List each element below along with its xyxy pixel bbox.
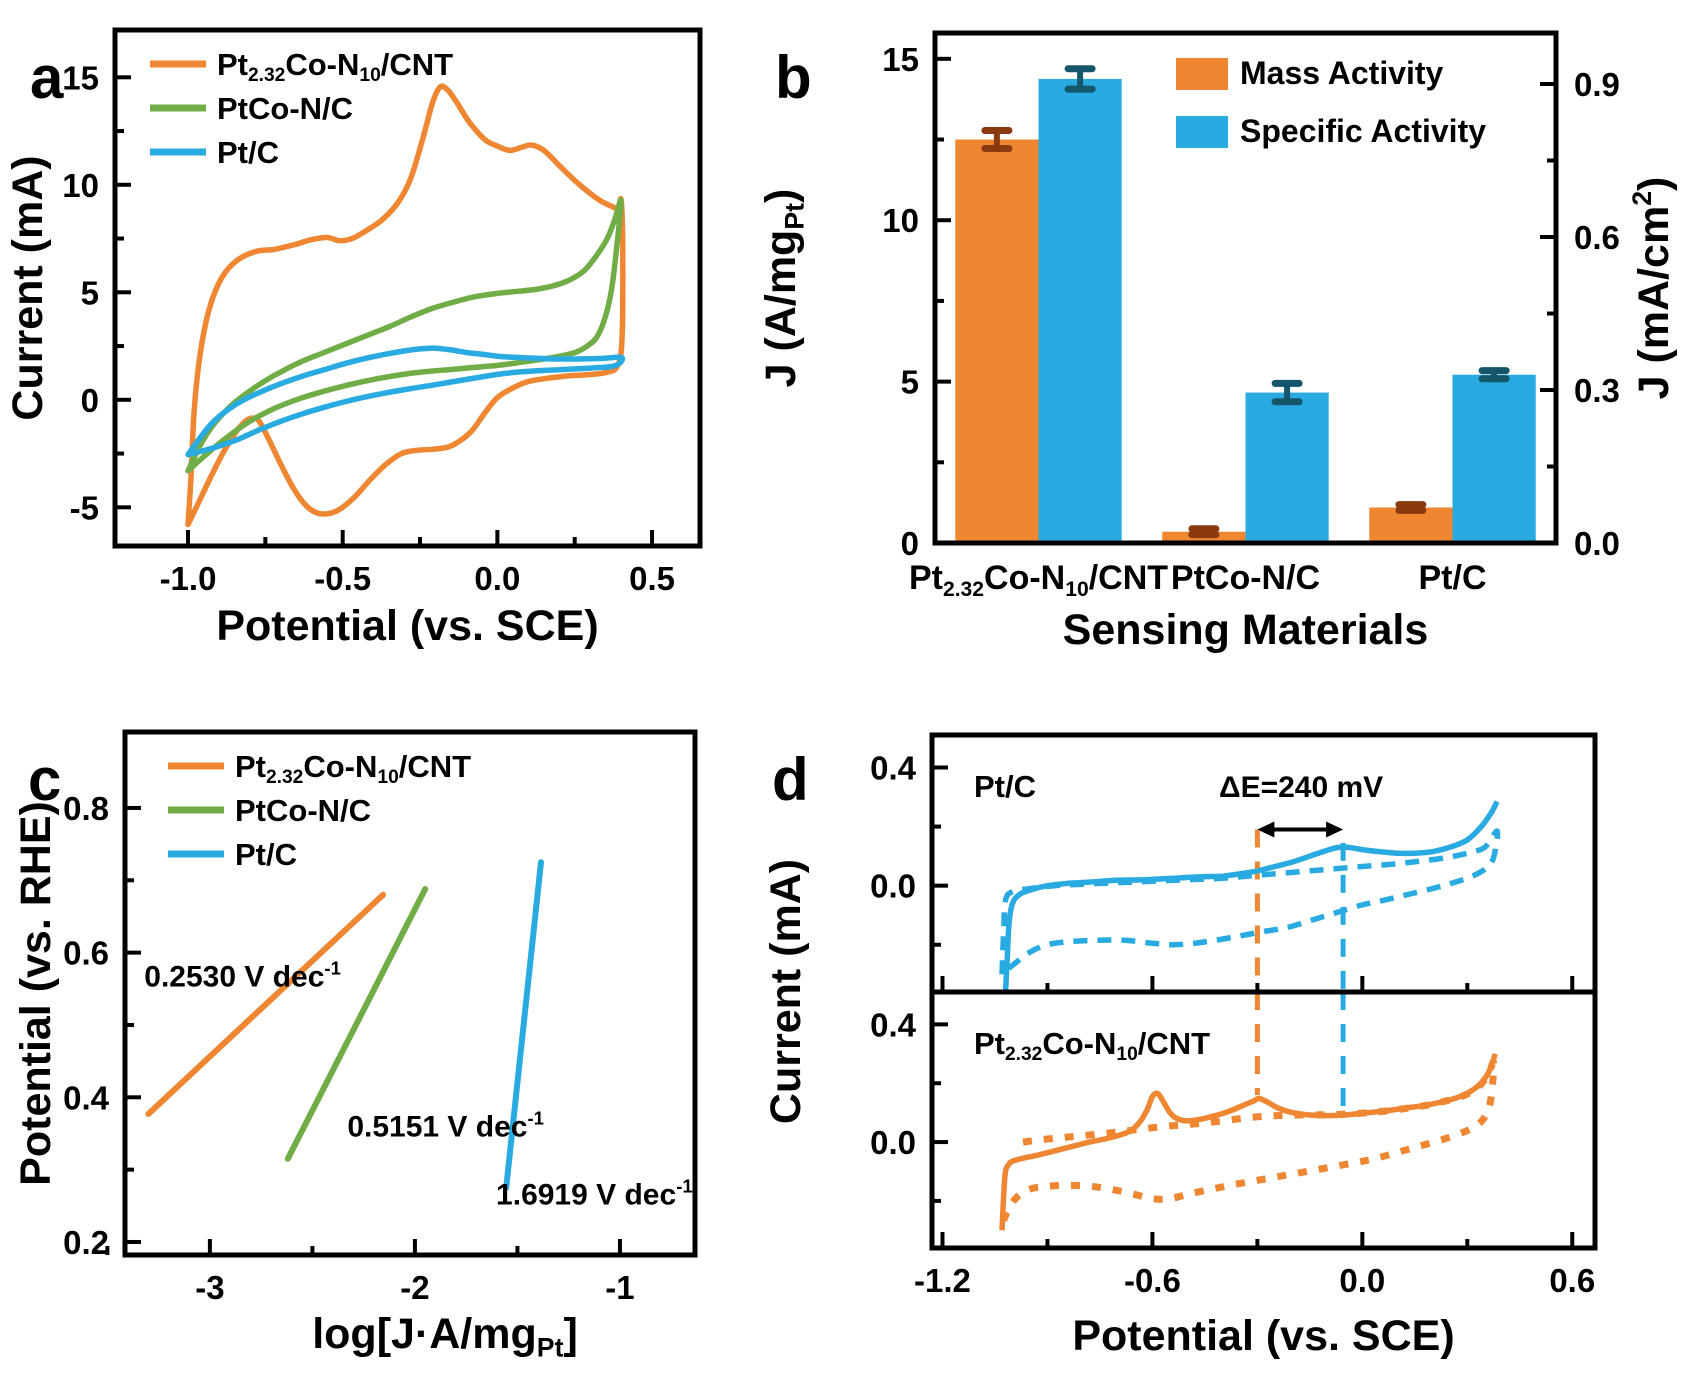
- tick-label: -0.5: [314, 560, 371, 597]
- delta-e-annotation: ΔE=240 mV: [1219, 771, 1383, 804]
- slope-annotation: 1.6919 V dec-1: [496, 1175, 693, 1211]
- legend-label: Pt/C: [217, 135, 279, 170]
- x-axis-label-d: Potential (vs. SCE): [1072, 1312, 1454, 1360]
- y-axis-label-a: Current (mA): [4, 155, 52, 420]
- tick-label: 15: [882, 41, 919, 78]
- tick-label: 0: [81, 382, 99, 419]
- panel-d: d 0.0 0.4 Pt/C ΔE=240 mV 0.0 0.4 -1.2 -0.6 0.0 0.6…: [762, 732, 1598, 1360]
- legend-label: PtCo-N/C: [235, 793, 371, 828]
- y-axis-label-c: Potential (vs. RHE): [12, 801, 60, 1186]
- tick-label: -0.6: [1124, 1262, 1181, 1299]
- tick-label: 0.2: [63, 1224, 109, 1261]
- tick-label: 0.4: [63, 1079, 110, 1116]
- tafel-line-orange: [145, 891, 387, 1117]
- tick-label: 0.0: [1339, 1262, 1385, 1299]
- tick-label: 0.4: [870, 749, 917, 786]
- legend-label: PtCo-N/C: [217, 91, 353, 126]
- bar-specific-activity: [1452, 374, 1536, 543]
- plot-area: [998, 992, 1498, 1232]
- y-axis-label-d: Current (mA): [762, 859, 810, 1124]
- x-axis-label-b: Sensing Materials: [1063, 606, 1429, 654]
- category-label: Pt/C: [1419, 559, 1487, 597]
- tafel-line-green: [284, 886, 429, 1162]
- axes-box: [929, 989, 1598, 1251]
- subpanel-ptco: 0.0 0.4 -1.2 -0.6 0.0 0.6 Pt2.32Co-N10/CNT: [870, 989, 1598, 1299]
- category-label: Pt2.32Co-N10/CNT: [909, 559, 1168, 601]
- bar-mass-activity: [955, 139, 1039, 543]
- tick-label: 0.4: [870, 1006, 917, 1043]
- tick-label: 0.3: [1574, 372, 1620, 409]
- bar-specific-activity: [1038, 78, 1122, 544]
- subpanel-label: Pt/C: [974, 769, 1036, 804]
- legend-swatch-orange: [1176, 58, 1228, 90]
- arrowhead-right: [1326, 821, 1344, 838]
- tick-label: 0.6: [63, 935, 109, 972]
- tick-label: 0.0: [1574, 525, 1620, 562]
- tafel-line-blue: [503, 859, 544, 1191]
- tick-label: -1.2: [914, 1262, 971, 1299]
- tick-label: 15: [62, 59, 99, 96]
- tick-label: 10: [62, 167, 99, 204]
- tick-label: 0.5: [629, 560, 675, 597]
- panel-a: a -5 0 5 10 15 -1.0 -0.5 0.0 0.5 Potential (vs. SC…: [4, 27, 703, 650]
- tick-label: -2: [400, 1269, 429, 1306]
- tick-label: 10: [882, 202, 919, 239]
- category-label: PtCo-N/C: [1171, 559, 1320, 597]
- slope-annotation: 0.2530 V dec-1: [144, 958, 341, 994]
- x-axis-label-a: Potential (vs. SCE): [216, 602, 598, 650]
- tick-label: 0.0: [870, 1124, 916, 1161]
- tick-label: 0.0: [474, 560, 520, 597]
- curve-orange-dashed: [998, 1058, 1498, 1232]
- tick-label: -1: [605, 1269, 634, 1306]
- x-axis-label-c: log[J·A/mgPt]: [312, 1310, 578, 1363]
- axes-box: [112, 27, 703, 549]
- tick-label: 0.6: [1574, 219, 1620, 256]
- plot-area-a: [185, 83, 626, 528]
- panel-b: b Pt2.32Co-N10/CNT PtCo-N/C Pt/C 0 5 10 15 0.0 0.…: [757, 30, 1678, 654]
- tick-label: 5: [81, 274, 99, 311]
- tick-label: -1.0: [160, 560, 217, 597]
- cv-curve-blue: [185, 345, 626, 458]
- slope-annotation: 0.5151 V dec-1: [347, 1107, 544, 1143]
- tick-label: 5: [901, 364, 919, 401]
- plot-area: [999, 800, 1501, 992]
- panel-letter-c: c: [28, 746, 61, 813]
- subpanel-ptc: 0.0 0.4 Pt/C ΔE=240 mV: [870, 732, 1598, 995]
- tick-label: -3: [195, 1269, 224, 1306]
- legend-label: Specific Activity: [1240, 113, 1486, 149]
- tick-label: 0.0: [870, 868, 916, 905]
- legend-label: Pt/C: [235, 837, 297, 872]
- tick-label: 0.9: [1574, 66, 1620, 103]
- tick-label: 0.6: [1549, 1262, 1595, 1299]
- y-axis-label-left: J (A/mgPt): [757, 189, 810, 388]
- legend-label: Pt2.32Co-N10/CNT: [235, 749, 471, 788]
- panel-letter-b: b: [775, 44, 812, 111]
- subpanel-label: Pt2.32Co-N10/CNT: [974, 1026, 1210, 1065]
- curve-blue-solid: [1002, 800, 1500, 992]
- legend-swatch-blue: [1176, 116, 1228, 148]
- panel-letter-d: d: [772, 746, 809, 813]
- tick-label: 0: [901, 525, 919, 562]
- legend-label: Pt2.32Co-N10/CNT: [217, 47, 453, 86]
- panel-letter-a: a: [30, 44, 64, 111]
- axes-box: [932, 30, 1559, 546]
- tick-label: -5: [70, 489, 99, 526]
- y-axis-label-right: J (mA/cm2): [1627, 177, 1678, 400]
- axes-box: [122, 729, 698, 1258]
- bar-specific-activity: [1245, 392, 1329, 543]
- cv-curve-green: [185, 197, 624, 474]
- arrowhead-left: [1257, 821, 1275, 838]
- legend-label: Mass Activity: [1240, 55, 1444, 91]
- tick-label: 0.8: [63, 790, 109, 827]
- panel-c: c 0.2 0.4 0.6 0.8 -3 -2 -1 log[J·A/mgPt] Potentia…: [12, 729, 698, 1363]
